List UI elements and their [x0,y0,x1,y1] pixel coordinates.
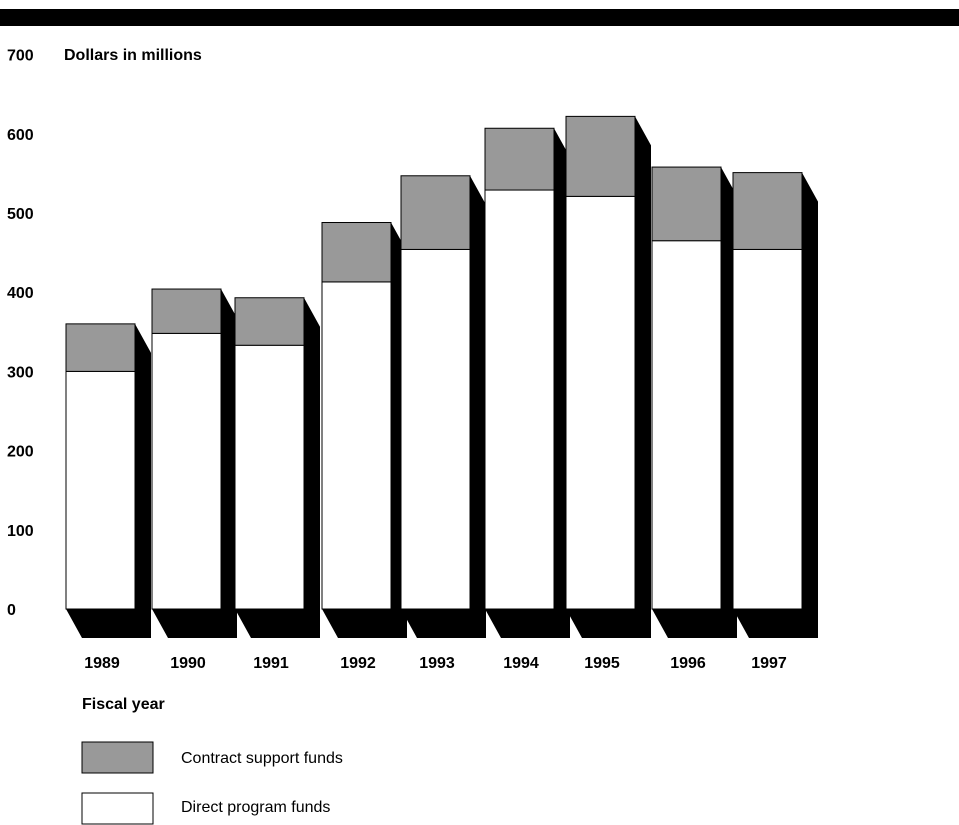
bar-direct-program-1993 [400,248,471,610]
bar-shadow-1991 [235,297,320,638]
bar-direct-program-1991 [234,344,305,610]
legend-swatch-contract-support [81,741,154,774]
y-tick-label-0: 0 [7,602,16,619]
bar-direct-program-1989 [65,370,136,610]
bar-direct-program-1995 [565,195,636,610]
bar-contract-support-1996 [651,166,722,242]
x-axis-label: Fiscal year [82,696,165,713]
bar-direct-program-1992 [321,281,392,610]
x-tick-label-1997: 1997 [751,655,787,672]
bar-shadow-1989 [66,323,151,638]
bar-direct-program-1990 [151,332,222,610]
y-tick-label-600: 600 [7,127,34,144]
bar-shadow-1995 [566,116,651,639]
bar-direct-program-1994 [484,189,555,610]
x-tick-label-1996: 1996 [670,655,706,672]
bar-contract-support-1993 [400,175,471,250]
header-rule [0,9,959,26]
y-tick-label-500: 500 [7,206,34,223]
bar-contract-support-1997 [732,172,803,250]
x-tick-label-1989: 1989 [84,655,120,672]
bar-contract-support-1991 [234,297,305,346]
y-tick-label-700: 700 [7,48,34,65]
bar-contract-support-1992 [321,222,392,283]
bar-shadows [66,116,818,639]
x-tick-label-1992: 1992 [340,655,376,672]
bar-direct-program-1996 [651,240,722,610]
bar-contract-support-1995 [565,115,636,197]
legend-swatch-direct-program [81,792,154,825]
legend-label-contract-support: Contract support funds [181,750,343,767]
bars [65,115,803,610]
y-tick-label-200: 200 [7,444,34,461]
bar-contract-support-1990 [151,288,222,334]
legend: Contract support funds Direct program fu… [81,741,343,825]
bar-shadow-1997 [733,172,818,638]
y-axis-unit-label: Dollars in millions [64,47,202,64]
x-tick-label-1994: 1994 [503,655,539,672]
bar-shadow-1990 [152,289,237,638]
y-axis-ticks: 0 100 200 300 400 500 600 700 [7,48,34,619]
y-tick-label-400: 400 [7,285,34,302]
x-tick-label-1990: 1990 [170,655,206,672]
x-tick-label-1995: 1995 [584,655,620,672]
bar-shadow-1993 [401,175,486,638]
x-tick-label-1993: 1993 [419,655,455,672]
bar-shadow-1996 [652,167,737,638]
bar-direct-program-1997 [732,248,803,610]
bar-contract-support-1989 [65,323,136,372]
legend-label-direct-program: Direct program funds [181,799,330,816]
bar-contract-support-1994 [484,127,555,191]
bar-shadow-1994 [485,128,570,639]
bar-shadow-1992 [322,222,407,638]
y-tick-label-300: 300 [7,364,34,381]
y-tick-label-100: 100 [7,523,34,540]
x-tick-label-1991: 1991 [253,655,289,672]
x-axis-ticks: 1989 1990 1991 1992 1993 1994 1995 1996 1997 [84,655,787,672]
